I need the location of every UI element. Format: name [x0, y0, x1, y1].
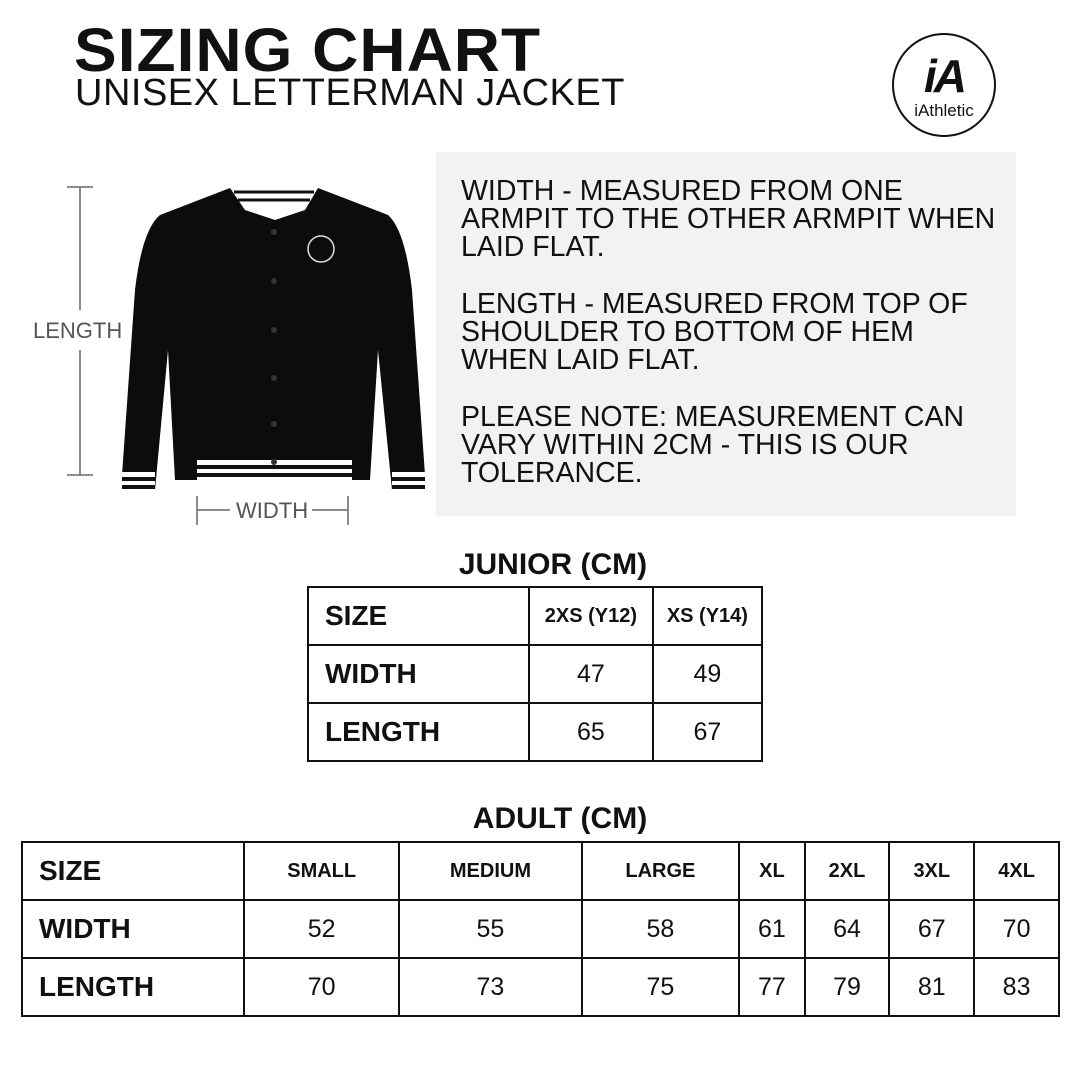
header-cell: LARGE — [580, 841, 741, 901]
value-cell: 77 — [738, 957, 806, 1017]
row-label: LENGTH — [307, 702, 530, 762]
header-cell: 3XL — [888, 841, 976, 901]
value-cell: 64 — [803, 899, 891, 959]
value-cell: 79 — [803, 957, 891, 1017]
jacket-diagram — [67, 186, 425, 525]
value-cell: 55 — [398, 899, 583, 959]
header-cell: SIZE — [307, 586, 530, 646]
value-cell: 65 — [528, 702, 654, 762]
table-row: WIDTH 52 55 58 61 64 67 70 — [21, 899, 1060, 959]
adult-table-title: ADULT (CM) — [472, 802, 648, 835]
table-row: SIZE SMALL MEDIUM LARGE XL 2XL 3XL 4XL — [21, 841, 1060, 901]
table-row: SIZE 2XS (Y12) XS (Y14) — [307, 586, 764, 646]
value-cell: 47 — [528, 644, 654, 704]
value-cell: 67 — [888, 899, 976, 959]
header-cell: XL — [738, 841, 806, 901]
header-cell: 2XL — [803, 841, 891, 901]
value-cell: 61 — [738, 899, 806, 959]
header-cell: 4XL — [973, 841, 1060, 901]
logo-wordmark: iAthletic — [914, 101, 974, 120]
value-cell: 81 — [888, 957, 976, 1017]
value-cell: 67 — [651, 702, 764, 762]
value-cell: 83 — [973, 957, 1060, 1017]
header-cell: MEDIUM — [398, 841, 583, 901]
header-cell: XS (Y14) — [651, 586, 764, 646]
brand-logo: iA iAthletic — [892, 33, 996, 137]
page-subtitle: UNISEX LETTERMAN JACKET — [75, 72, 625, 114]
row-label: WIDTH — [307, 644, 530, 704]
value-cell: 70 — [973, 899, 1060, 959]
table-row: WIDTH 47 49 — [307, 644, 764, 704]
header-cell: SIZE — [21, 841, 245, 901]
table-row: LENGTH 70 73 75 77 79 81 83 — [21, 957, 1060, 1017]
tolerance-note: PLEASE NOTE: MEASUREMENT CAN VARY WITHIN… — [461, 401, 965, 489]
adult-size-table: SIZE SMALL MEDIUM LARGE XL 2XL 3XL 4XL WIDTH 52 55… — [21, 841, 1060, 1017]
logo-mark: iA — [924, 50, 967, 102]
width-note: WIDTH - MEASURED FROM ONE ARMPIT TO THE … — [461, 175, 996, 263]
junior-size-table: SIZE 2XS (Y12) XS (Y14) WIDTH 47 49 LENG… — [307, 586, 764, 762]
value-cell: 73 — [398, 957, 583, 1017]
value-cell: 52 — [242, 899, 401, 959]
value-cell: 49 — [651, 644, 764, 704]
header-cell: SMALL — [242, 841, 401, 901]
header-cell: 2XS (Y12) — [528, 586, 654, 646]
junior-table-title: JUNIOR (CM) — [458, 548, 648, 581]
page-title: SIZING CHART — [74, 15, 542, 85]
width-label: WIDTH — [236, 498, 309, 524]
length-dimension-line — [67, 186, 93, 476]
table-row: LENGTH 65 67 — [307, 702, 764, 762]
length-label: LENGTH — [33, 318, 123, 344]
row-label: LENGTH — [21, 957, 245, 1017]
value-cell: 58 — [580, 899, 741, 959]
chest-logo-icon — [307, 235, 335, 263]
row-label: WIDTH — [21, 899, 245, 959]
jacket-image — [122, 188, 425, 492]
measurement-notes: WIDTH - MEASURED FROM ONE ARMPIT TO THE … — [436, 152, 1016, 516]
length-note: LENGTH - MEASURED FROM TOP OF SHOULDER T… — [461, 288, 968, 376]
width-dimension-line — [196, 496, 349, 525]
value-cell: 75 — [580, 957, 741, 1017]
value-cell: 70 — [242, 957, 401, 1017]
